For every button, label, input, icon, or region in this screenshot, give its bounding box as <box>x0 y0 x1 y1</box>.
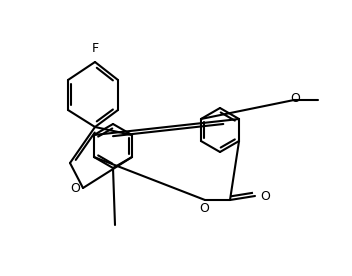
Text: O: O <box>260 190 270 203</box>
Text: O: O <box>290 92 300 105</box>
Text: O: O <box>199 201 209 214</box>
Text: O: O <box>70 182 80 195</box>
Text: F: F <box>92 41 99 54</box>
